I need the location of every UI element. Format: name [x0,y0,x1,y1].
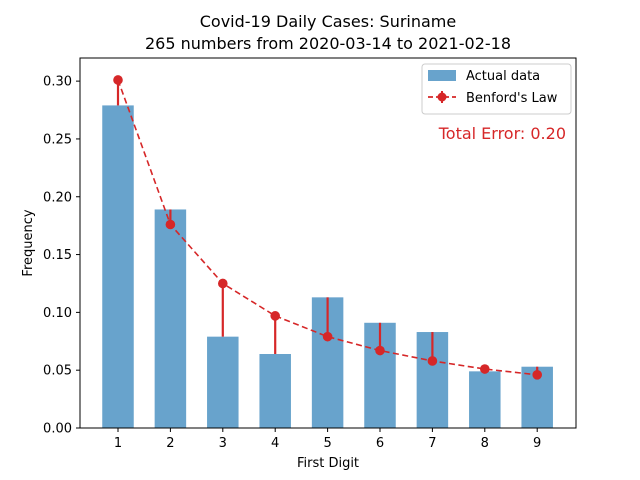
x-axis-label: First Digit [297,456,359,471]
x-tick-label: 3 [219,436,227,451]
chart-title: Covid-19 Daily Cases: Suriname [200,12,456,31]
y-tick-label: 0.05 [43,364,72,379]
y-tick-label: 0.25 [43,132,72,147]
legend-label-benford: Benford's Law [466,91,558,106]
chart-subtitle: 265 numbers from 2020-03-14 to 2021-02-1… [145,34,511,53]
benford-point-digit-4 [270,311,281,321]
benford-point-digit-6 [375,345,385,356]
benford-point-digit-7 [427,356,438,366]
x-tick-label: 2 [166,436,174,451]
benford-point-digit-8 [480,364,490,374]
plot-frame [79,57,577,429]
bar-digit-4 [259,354,291,428]
benford-point-digit-2 [165,219,176,230]
bar-digit-8 [469,371,501,428]
legend-swatch-benford-marker [437,92,447,102]
legend: Actual data Benford's Law [421,63,572,115]
x-axis: 1 2 3 4 5 6 7 8 9 [114,428,541,451]
benford-point-digit-9 [532,370,542,380]
total-error-annotation: Total Error: 0.20 [438,124,566,143]
y-tick-label: 0.10 [43,306,72,321]
benford-point-digit-3 [218,278,228,289]
benford-line-layer [113,75,542,380]
x-tick-label: 1 [114,436,122,451]
benford-point-digit-5 [322,331,333,342]
y-tick-label: 0.30 [43,75,72,90]
y-tick-label: 0.15 [43,248,72,263]
legend-box [421,63,572,115]
x-tick-label: 4 [271,436,279,451]
y-axis: 0.00 0.05 0.10 0.15 0.20 0.25 0.30 [43,75,80,437]
benford-point-digit-1 [113,75,123,85]
y-tick-label: 0.00 [43,422,72,437]
x-tick-label: 6 [376,436,384,451]
y-tick-label: 0.20 [43,190,72,205]
x-tick-label: 8 [481,436,489,451]
legend-swatch-actual-data [428,70,456,81]
bar-digit-1 [102,105,134,428]
bars-layer [102,105,553,428]
x-tick-label: 7 [428,436,436,451]
x-tick-label: 5 [323,436,331,451]
x-tick-label: 9 [533,436,541,451]
y-axis-label: Frequency [21,209,36,276]
bar-digit-3 [207,336,239,428]
bar-digit-2 [154,209,187,428]
legend-label-actual-data: Actual data [466,69,540,84]
